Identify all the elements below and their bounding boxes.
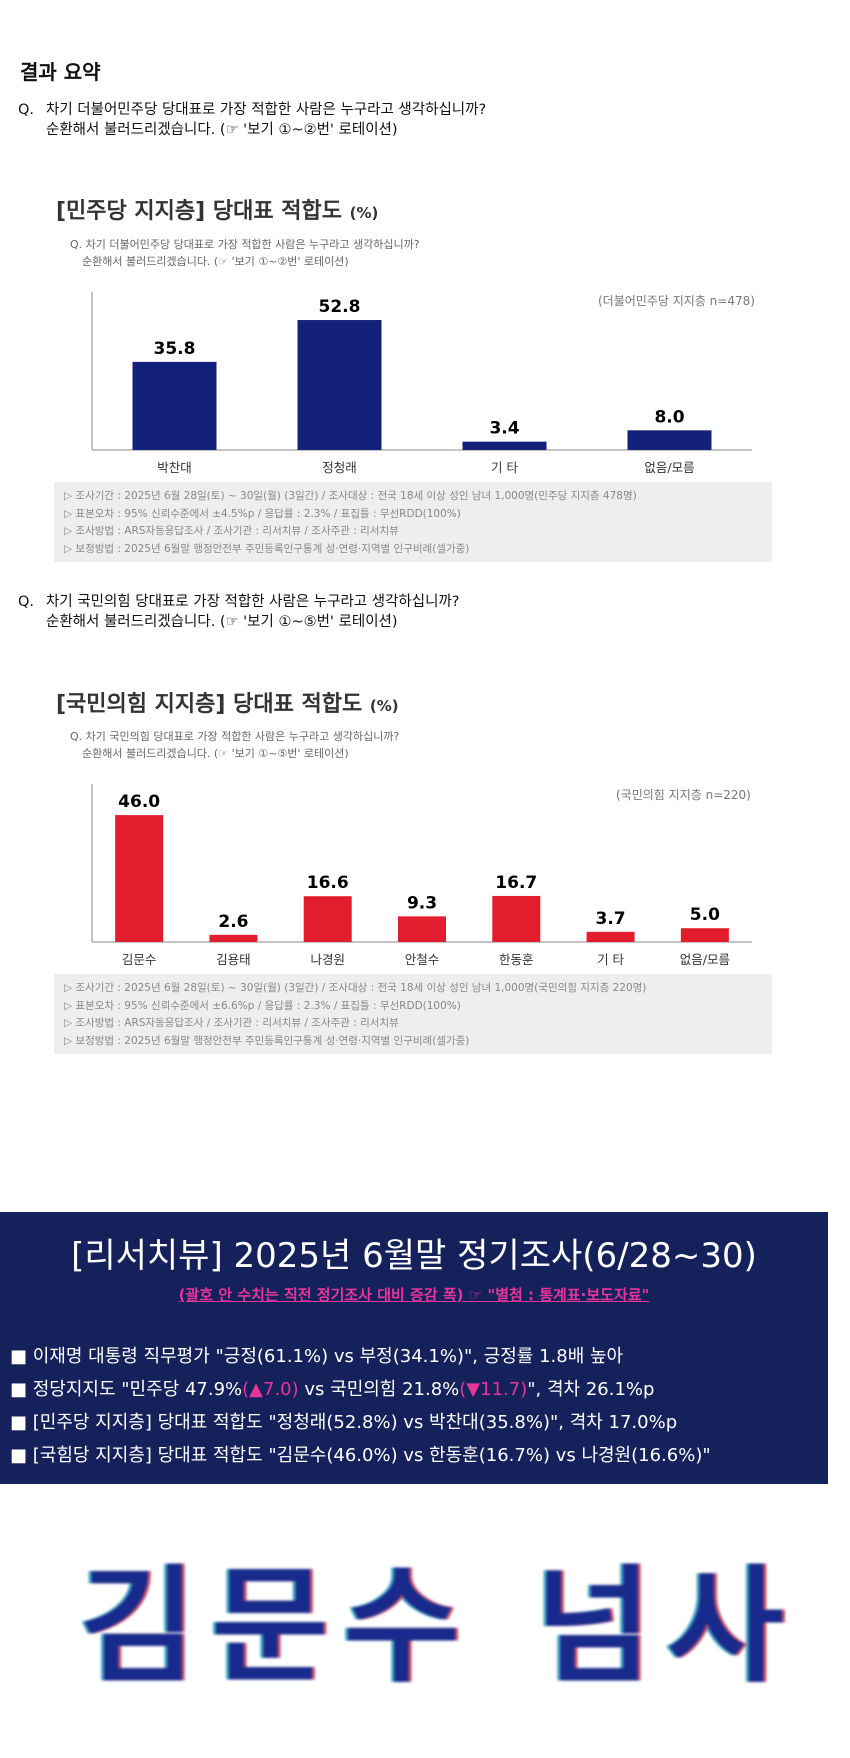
bullet-change-down: (▼11.7) xyxy=(459,1379,528,1400)
question-1-line1: 차기 더불어민주당 당대표로 가장 적합한 사람은 누구라고 생각하십니까? xyxy=(46,102,487,118)
data-label: 2.6 xyxy=(218,912,248,932)
chart-1-n-label: (더불어민주당 지지층 n=478) xyxy=(598,294,755,308)
category-label: 나경원 xyxy=(310,952,345,967)
banner-title: [리서치뷰] 2025년 6월말 정기조사(6/28~30) xyxy=(71,1236,757,1276)
chart-1-note: ▷ 보정방법 : 2025년 6월말 행정안전부 주민등록인구통계 성·연령·지… xyxy=(64,542,470,555)
data-label: 16.6 xyxy=(307,873,349,893)
chart-1-plot: 35.8 박찬대 52.8 정청래 3.4 기 타 8.0 없음/모름 xyxy=(91,292,752,475)
category-label: 기 타 xyxy=(597,952,624,967)
chart-2-subtitle: Q. 차기 국민의힘 당대표로 가장 적합한 사람은 누구라고 생각하십니까? … xyxy=(70,728,399,762)
question-1-line2: 순환해서 불러드리겠습니다. (☞ '보기 ①~②번' 로테이션) xyxy=(46,122,398,138)
bar xyxy=(115,815,164,942)
chart-2-unit: (%) xyxy=(369,697,399,715)
data-label: 8.0 xyxy=(654,407,684,427)
banner-bullet: ■ [국힘당 지지층] 당대표 적합도 "김문수(46.0%) vs 한동훈(1… xyxy=(10,1441,711,1474)
chart-2-title: [국민의힘 지지층] 당대표 적합도 xyxy=(56,692,363,717)
bullet-text: ", 격차 26.1%p xyxy=(527,1379,655,1400)
bullet-marker: ■ xyxy=(10,1346,28,1367)
summary-banner: [리서치뷰] 2025년 6월말 정기조사(6/28~30) (괄호 안 수치는… xyxy=(0,1212,828,1484)
category-label: 없음/모름 xyxy=(644,460,694,475)
question-2-line1: 차기 국민의힘 당대표로 가장 적합한 사람은 누구라고 생각하십니까? xyxy=(46,594,460,610)
data-label: 3.4 xyxy=(489,419,519,439)
bar xyxy=(398,916,446,942)
data-label: 52.8 xyxy=(319,297,361,317)
data-label: 9.3 xyxy=(407,893,437,913)
bar xyxy=(462,441,547,450)
bullet-text: [국힘당 지지층] 당대표 적합도 "김문수(46.0%) vs 한동훈(16.… xyxy=(32,1445,711,1466)
chart-2-n-label: (국민의힘 지지층 n=220) xyxy=(616,788,751,802)
bullet-change-up: (▲7.0) xyxy=(242,1379,299,1400)
chart-2-note: ▷ 조사기간 : 2025년 6월 28일(토) ~ 30일(월) (3일간) … xyxy=(64,982,647,994)
bar xyxy=(627,430,712,450)
banner-bullets: ■ 이재명 대통령 직무평가 "긍정(61.1%) vs 부정(34.1%)",… xyxy=(10,1342,711,1474)
chart-1-sub-line1: Q. 차기 더불어민주당 당대표로 가장 적합한 사람은 누구라고 생각하십니까… xyxy=(70,238,420,251)
chart-2-plot: 46.0 김문수 2.6 김용태 16.6 나경원 9.3 안철수 16.7 한동훈 3.7 기 타 5… xyxy=(91,784,752,967)
bar xyxy=(492,895,541,942)
banner-bullet: ■ 정당지지도 "민주당 47.9%(▲7.0) vs 국민의힘 21.8%(▼… xyxy=(10,1375,711,1408)
data-label: 16.7 xyxy=(495,873,537,893)
category-label: 정청래 xyxy=(322,460,357,475)
wordmark-text: 김문수 넘사 xyxy=(80,1553,800,1700)
category-label: 박찬대 xyxy=(157,460,192,475)
category-label: 기 타 xyxy=(491,460,518,475)
chart-1-note: ▷ 조사기간 : 2025년 6월 28일(토) ~ 30일(월) (3일간) … xyxy=(64,490,637,502)
chart-2-note: ▷ 조사방법 : ARS자동응답조사 / 조사기관 : 리서치뷰 / 조사주관 … xyxy=(64,1017,399,1029)
bullet-text: [민주당 지지층] 당대표 적합도 "정청래(52.8%) vs 박찬대(35.… xyxy=(32,1412,678,1433)
bar xyxy=(297,320,382,450)
chart-1-notes: ▷ 조사기간 : 2025년 6월 28일(토) ~ 30일(월) (3일간) … xyxy=(54,482,772,562)
question-marker: Q. xyxy=(18,594,35,610)
chart-2-sub-line1: Q. 차기 국민의힘 당대표로 가장 적합한 사람은 누구라고 생각하십니까? xyxy=(70,730,400,743)
bullet-marker: ■ xyxy=(10,1412,28,1433)
bar xyxy=(209,934,258,942)
chart-1-note: ▷ 표본오차 : 95% 신뢰수준에서 ±4.5%p / 응답률 : 2.3% … xyxy=(64,507,461,520)
chart-2-title-row: [국민의힘 지지층] 당대표 적합도 (%) xyxy=(56,686,399,718)
chart-1-title-row: [민주당 지지층] 당대표 적합도 (%) xyxy=(56,193,378,225)
bullet-marker: ■ xyxy=(10,1445,28,1466)
question-marker: Q. xyxy=(18,102,35,118)
data-label: 3.7 xyxy=(596,909,626,929)
bar xyxy=(586,931,635,942)
category-label: 김용태 xyxy=(216,952,251,967)
chart-2-notes: ▷ 조사기간 : 2025년 6월 28일(토) ~ 30일(월) (3일간) … xyxy=(54,974,772,1054)
banner-bullet: ■ [민주당 지지층] 당대표 적합도 "정청래(52.8%) vs 박찬대(3… xyxy=(10,1408,711,1441)
chart-1-title: [민주당 지지층] 당대표 적합도 xyxy=(56,199,342,224)
data-label: 46.0 xyxy=(118,792,160,812)
bullet-text: 정당지지도 "민주당 47.9% xyxy=(32,1379,243,1400)
data-label: 35.8 xyxy=(154,339,196,359)
chart-1-subtitle: Q. 차기 더불어민주당 당대표로 가장 적합한 사람은 누구라고 생각하십니까… xyxy=(70,236,420,270)
bar xyxy=(680,928,729,942)
chart-1-sub-line2: 순환해서 불러드리겠습니다. (☞ '보기 ①~②번' 로테이션) xyxy=(82,255,349,268)
question-2: Q. 차기 국민의힘 당대표로 가장 적합한 사람은 누구라고 생각하십니까? … xyxy=(18,592,578,634)
banner-subtitle: (괄호 안 수치는 직전 정기조사 대비 증감 폭) ☞ "별첨 : 통계표·보… xyxy=(178,1286,650,1304)
category-label: 안철수 xyxy=(405,952,440,967)
bar xyxy=(132,361,217,450)
category-label: 김문수 xyxy=(122,952,157,967)
bullet-text: 이재명 대통령 직무평가 "긍정(61.1%) vs 부정(34.1%)", 긍… xyxy=(32,1346,624,1367)
chart-2-note: ▷ 보정방법 : 2025년 6월말 행정안전부 주민등록인구통계 성·연령·지… xyxy=(64,1034,470,1047)
banner-bullet: ■ 이재명 대통령 직무평가 "긍정(61.1%) vs 부정(34.1%)",… xyxy=(10,1342,711,1375)
category-label: 없음/모름 xyxy=(680,952,730,967)
chart-2-note: ▷ 표본오차 : 95% 신뢰수준에서 ±6.6%p / 응답률 : 2.3% … xyxy=(64,999,461,1012)
bullet-text: vs 국민의힘 21.8% xyxy=(298,1379,460,1400)
data-label: 5.0 xyxy=(690,905,720,925)
page-heading: 결과 요약 xyxy=(20,60,101,84)
question-2-line2: 순환해서 불러드리겠습니다. (☞ '보기 ①~⑤번' 로테이션) xyxy=(46,614,398,630)
chart-2-sub-line2: 순환해서 불러드리겠습니다. (☞ '보기 ①~⑤번' 로테이션) xyxy=(82,747,349,760)
question-1: Q. 차기 더불어민주당 당대표로 가장 적합한 사람은 누구라고 생각하십니까… xyxy=(18,100,578,142)
chart-1-unit: (%) xyxy=(349,204,379,222)
category-label: 한동훈 xyxy=(499,952,534,967)
chart-1-note: ▷ 조사방법 : ARS자동응답조사 / 조사기관 : 리서치뷰 / 조사주관 … xyxy=(64,525,399,537)
bullet-marker: ■ xyxy=(10,1379,28,1400)
bar xyxy=(303,896,352,942)
